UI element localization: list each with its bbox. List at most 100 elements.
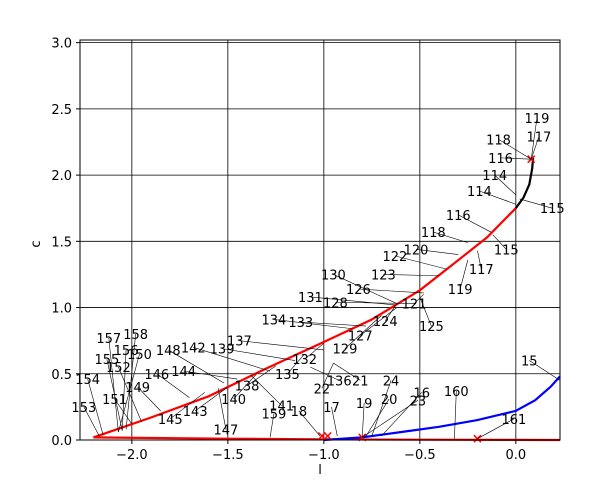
annotation-leader: [498, 139, 532, 160]
annotation-label: 137: [227, 335, 252, 350]
y-tick-label: 1.5: [51, 235, 72, 250]
annotation-label: 117: [469, 263, 494, 278]
annotation-leader: [310, 366, 340, 381]
annotation-leader: [458, 214, 492, 233]
annotation-leader: [394, 255, 447, 270]
annotation-leader: [300, 321, 367, 327]
annotation-label: 121: [402, 298, 427, 313]
annotation-leader: [246, 365, 277, 386]
annotation-label: 21: [352, 374, 369, 389]
annotation-leader: [413, 294, 424, 304]
annotation-leader: [193, 346, 271, 372]
series-line-3: [514, 157, 535, 209]
ticks: −2.0 −1.5 −1.0 −0.5 0.0 0.0 0.5 1.0 1.5 2.0 2.5 3.0: [51, 37, 526, 463]
x-tick-label: −1.5: [212, 448, 244, 463]
annotation-label: 116: [446, 209, 471, 224]
annotation-leader: [304, 343, 325, 360]
annotation-leader: [83, 406, 100, 437]
annotation-label: 130: [321, 268, 346, 283]
annotation-leader: [433, 231, 468, 243]
annotation-leader: [383, 274, 440, 277]
annotation-label: 150: [127, 348, 152, 363]
annotation-label: 24: [383, 374, 400, 389]
y-tick-label: 2.5: [51, 103, 72, 118]
annotation-label: 123: [371, 268, 396, 283]
annotation-leader: [114, 398, 133, 425]
annotation-leader: [137, 386, 161, 412]
annotation-label: 156: [114, 344, 139, 359]
annotation-label: 119: [448, 283, 473, 298]
annotation-leader: [310, 296, 395, 306]
annotation-label: 136: [327, 374, 352, 389]
annotation-label: 149: [125, 381, 150, 396]
grid: [80, 40, 560, 441]
annotation-label: 160: [444, 385, 469, 400]
data-marker: [473, 434, 482, 443]
annotation-label: 19: [356, 397, 373, 412]
annotation-leader: [419, 296, 432, 327]
annotation-label: 148: [156, 344, 181, 359]
annotation-label: 144: [171, 365, 196, 380]
annotation-leader: [477, 418, 515, 439]
annotation-label: 131: [298, 291, 323, 306]
annotation-leader: [454, 390, 457, 439]
annotation-leader: [494, 174, 517, 196]
annotation-label: 128: [323, 296, 348, 311]
y-tick-label: 1.0: [51, 302, 72, 317]
annotation-leader: [479, 190, 516, 205]
annotation-label: 141: [269, 400, 294, 415]
annotation-leader: [222, 348, 296, 361]
annotation-label: 119: [525, 112, 550, 127]
annotation-label: 20: [381, 393, 398, 408]
annotation-leader: [358, 288, 424, 294]
annotation-label: 154: [75, 373, 100, 388]
annotation-leader: [331, 406, 338, 437]
annotation-leader: [361, 402, 365, 438]
annotation-leader: [459, 259, 469, 290]
annotation-label: 140: [221, 393, 246, 408]
annotation-label: 114: [467, 185, 492, 200]
annotation-leader: [250, 374, 282, 406]
annotation-leader: [415, 248, 459, 255]
annotation-label: 120: [404, 243, 429, 258]
x-tick-label: 0.0: [505, 448, 526, 463]
annotation-label: 139: [210, 343, 235, 358]
annotation-label: 114: [482, 169, 507, 184]
annotation-label: 116: [488, 152, 513, 167]
annotation-leader: [492, 234, 507, 250]
annotation-leader: [365, 398, 390, 437]
y-tick-label: 0.5: [51, 368, 72, 383]
annotation-label: 161: [502, 413, 527, 428]
x-tick-label: −1.0: [308, 448, 340, 463]
annotation-label: 142: [181, 341, 206, 356]
annotation-label: 132: [292, 353, 317, 368]
annotation-label: 18: [291, 405, 308, 420]
annotation-label: 16: [413, 386, 430, 401]
annotation-label: 133: [288, 316, 313, 331]
annotation-leader: [239, 340, 324, 351]
annotation-label: 125: [419, 320, 444, 335]
annotation-leader: [106, 359, 123, 431]
annotation-label: 151: [102, 393, 127, 408]
annotation-label: 158: [123, 328, 148, 343]
annotation-label: 157: [96, 332, 121, 347]
annotation-leader: [195, 386, 229, 412]
annotation-label: 126: [346, 283, 371, 298]
annotation-label: 138: [235, 380, 260, 395]
annotation-leader: [477, 250, 482, 270]
y-tick-label: 0.0: [51, 434, 72, 449]
y-tick-label: 3.0: [51, 37, 72, 52]
annotation-leader: [233, 373, 257, 400]
annotation-leader: [530, 136, 540, 160]
annotation-leader: [530, 118, 538, 160]
annotation-leader: [273, 319, 353, 330]
annotation-label: 143: [183, 405, 208, 420]
annotation-leader: [321, 363, 334, 389]
annotation-label: 115: [540, 202, 565, 217]
y-tick-label: 2.0: [51, 169, 72, 184]
annotation-label: 23: [410, 394, 427, 409]
annotation-label: 152: [106, 361, 131, 376]
annotation-leader: [381, 392, 422, 437]
annotation-label: 17: [323, 401, 340, 416]
